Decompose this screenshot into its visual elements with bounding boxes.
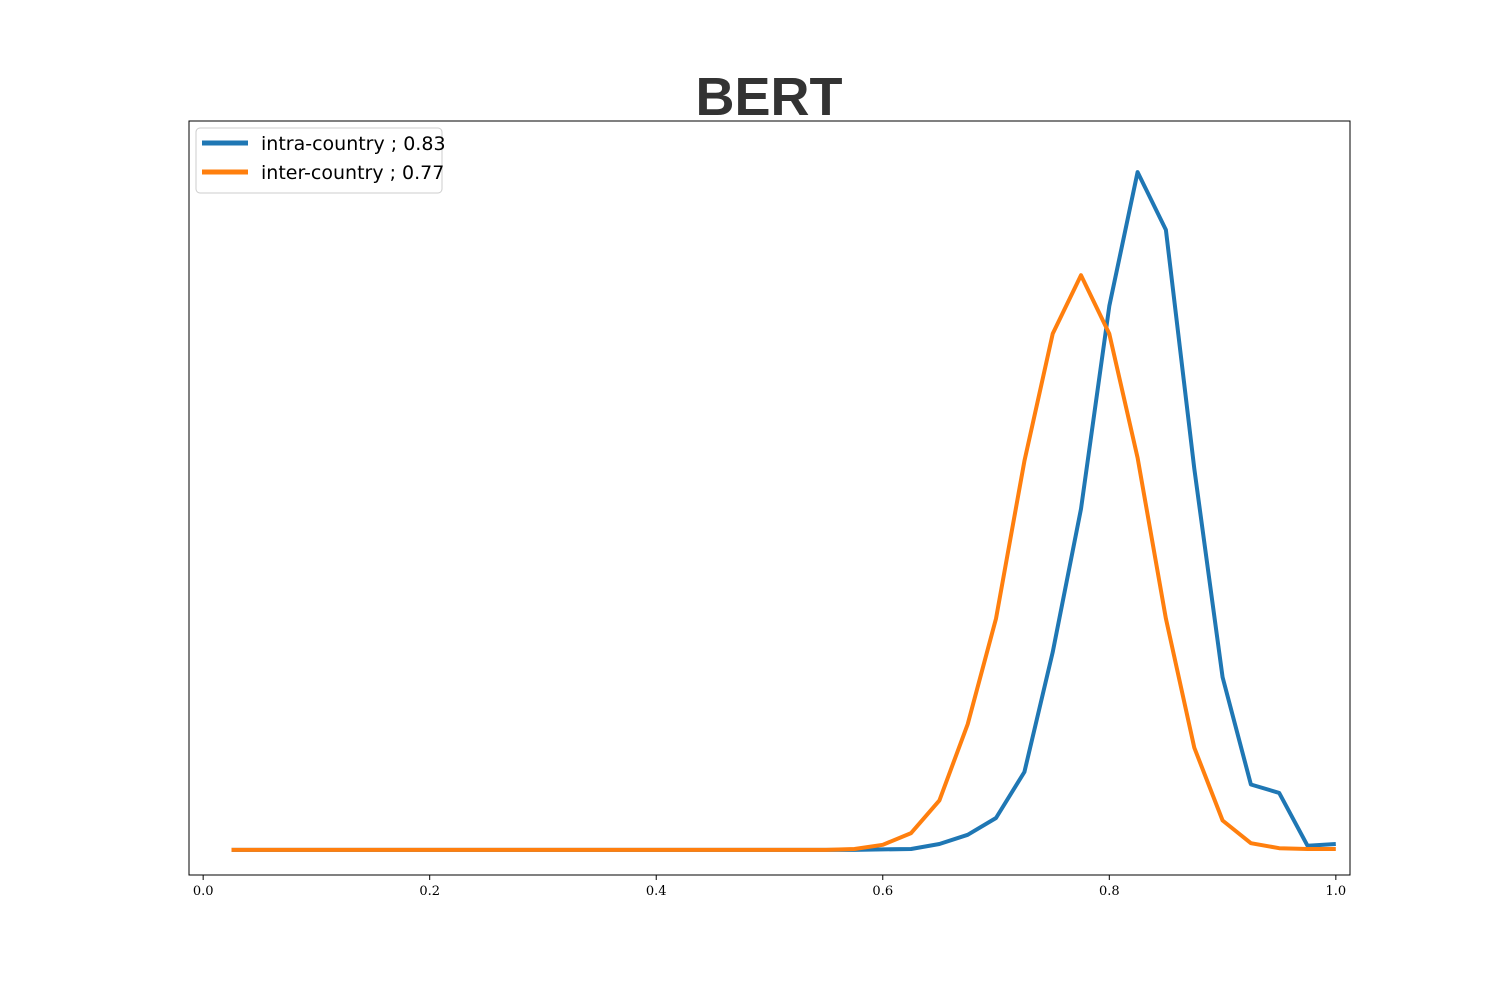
legend-label: intra-country ; 0.83: [261, 133, 446, 155]
x-tick-label: 0.4: [646, 884, 667, 899]
x-tick-label: 0.2: [419, 884, 440, 899]
legend-label: inter-country ; 0.77: [261, 162, 444, 184]
x-axis-ticks: 0.0 0.2 0.4 0.6 0.8 1.0: [193, 875, 1346, 899]
x-tick-label: 0.8: [1099, 884, 1120, 899]
x-tick-label: 0.0: [193, 884, 214, 899]
chart-title: BERT: [696, 67, 843, 127]
series-line-inter-country: [231, 273, 1336, 852]
legend-entries: intra-country ; 0.83 inter-country ; 0.77: [202, 133, 446, 184]
legend-box: [195, 127, 443, 194]
x-tick-label: 0.6: [872, 884, 893, 899]
series-layer: [231, 170, 1336, 852]
legend: intra-country ; 0.83 inter-country ; 0.77: [195, 127, 446, 194]
x-tick-label: 1.0: [1325, 884, 1346, 899]
plot-frame: [188, 120, 1351, 876]
